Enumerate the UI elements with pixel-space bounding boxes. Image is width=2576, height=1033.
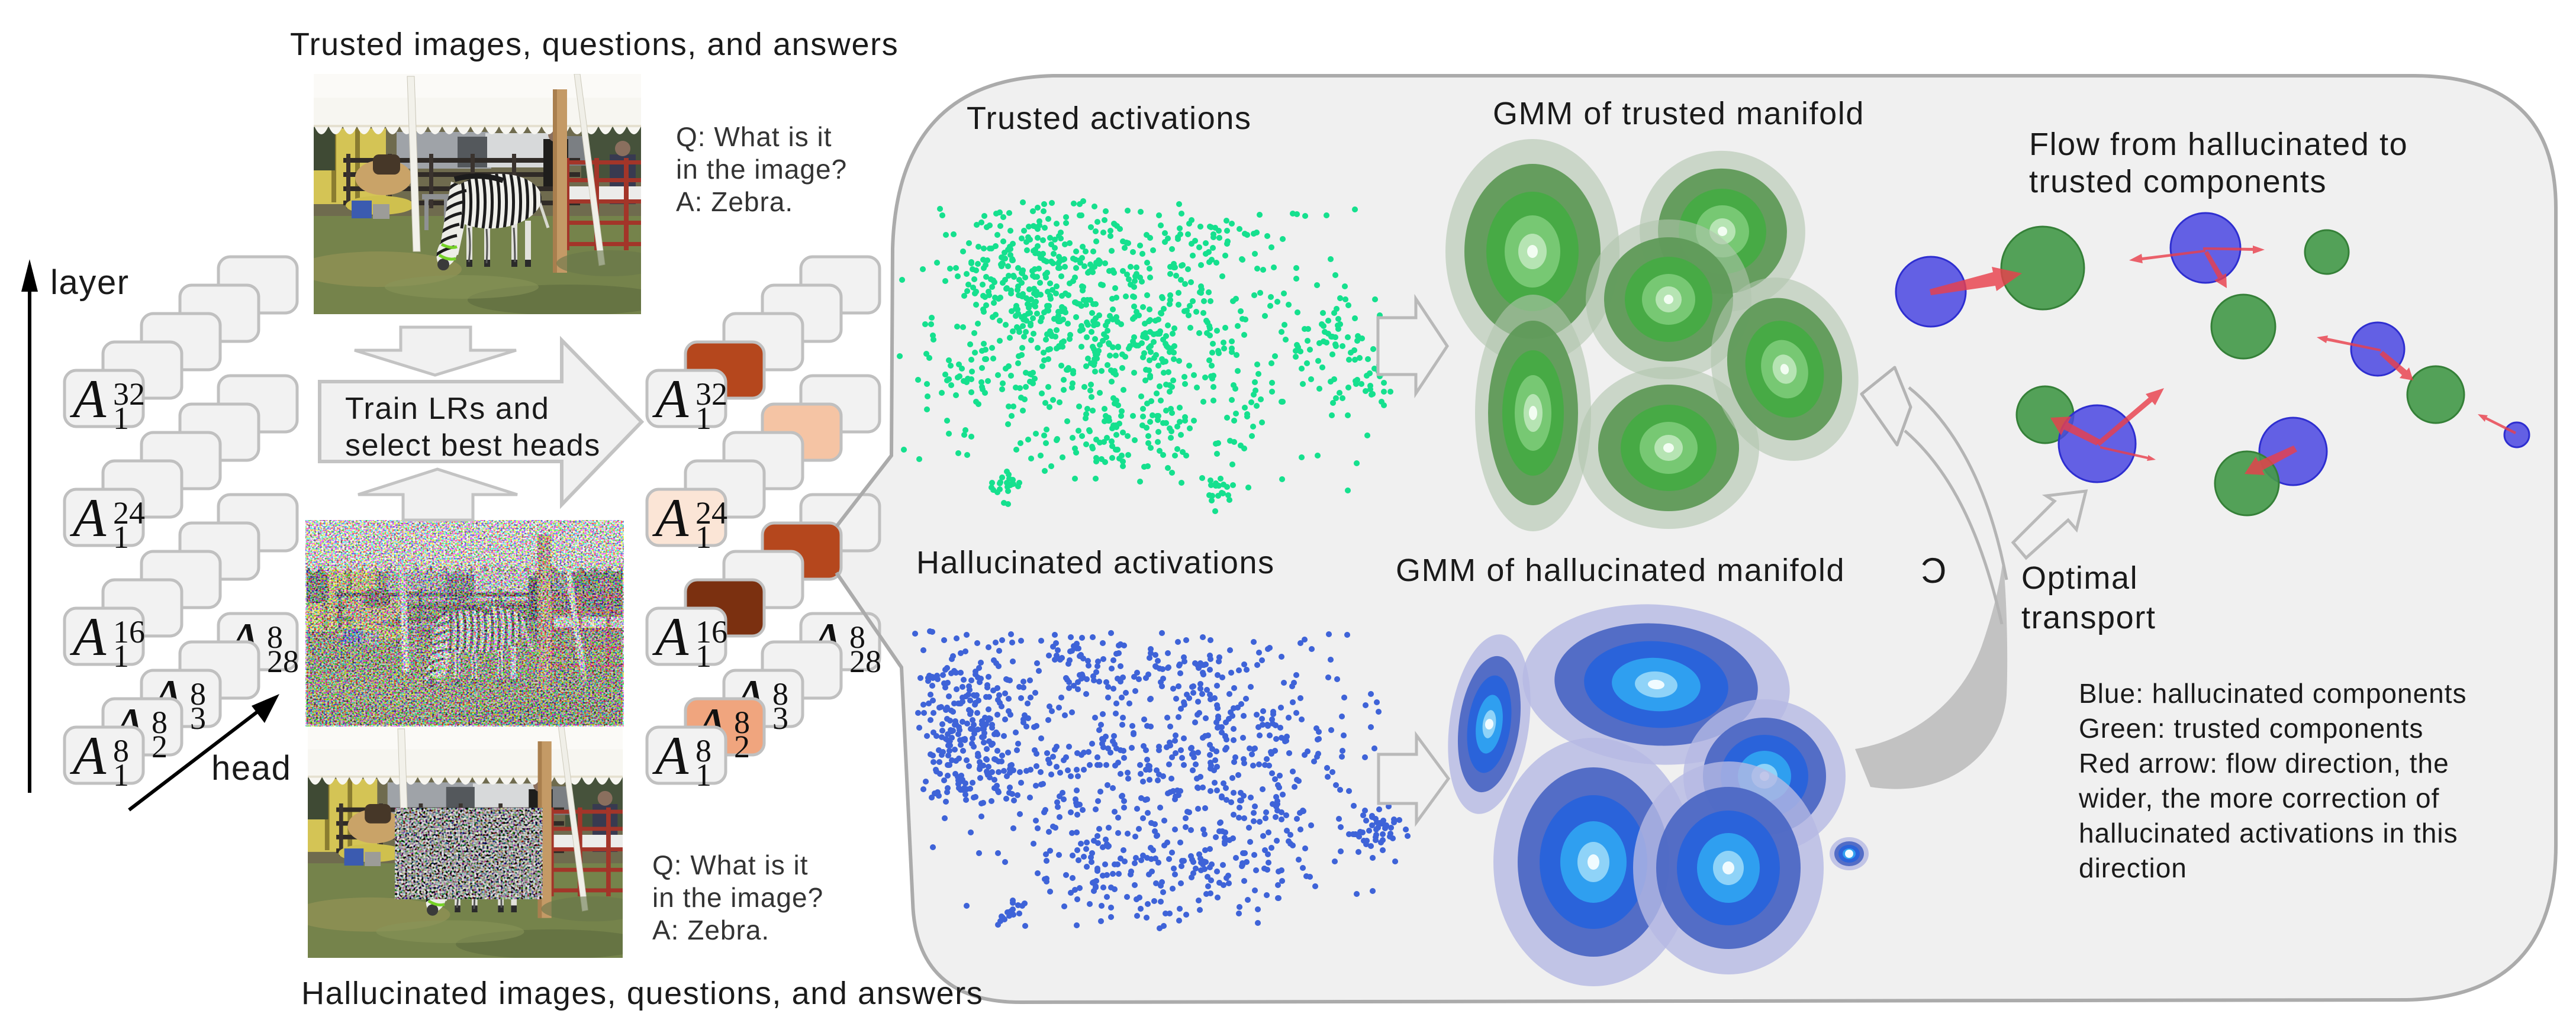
svg-text:3: 3 — [190, 700, 206, 736]
svg-text:transport: transport — [2021, 600, 2156, 635]
svg-text:2: 2 — [734, 729, 750, 764]
svg-text:Hallucinated images, questions: Hallucinated images, questions, and answ… — [301, 976, 983, 1011]
svg-text:Green: trusted components: Green: trusted components — [2079, 713, 2423, 744]
svg-text:layer: layer — [50, 263, 130, 302]
svg-text:wider, the more correction of: wider, the more correction of — [2078, 783, 2439, 814]
svg-text:A: A — [652, 606, 689, 667]
svg-text:A: A — [69, 725, 107, 786]
svg-text:2: 2 — [152, 729, 168, 764]
svg-text:1: 1 — [113, 757, 129, 793]
svg-text:1: 1 — [113, 401, 129, 436]
svg-text:A: A — [69, 488, 107, 548]
svg-text:A: A — [69, 606, 107, 667]
svg-text:Train LRs and: Train LRs and — [345, 392, 549, 426]
svg-text:GMM of trusted manifold: GMM of trusted manifold — [1493, 96, 1865, 131]
svg-text:1: 1 — [695, 638, 711, 674]
svg-text:A: A — [652, 725, 689, 786]
svg-text:8: 8 — [734, 705, 750, 740]
svg-text:direction: direction — [2079, 853, 2187, 883]
svg-text:Ɔ: Ɔ — [1921, 551, 1947, 590]
svg-text:Trusted images, questions, and: Trusted images, questions, and answers — [290, 27, 899, 62]
svg-text:8: 8 — [113, 733, 129, 769]
svg-text:16: 16 — [695, 614, 727, 650]
svg-text:8: 8 — [152, 705, 168, 740]
svg-text:24: 24 — [695, 495, 727, 531]
svg-text:3: 3 — [772, 700, 788, 736]
svg-text:A: A — [652, 488, 689, 548]
svg-text:32: 32 — [695, 376, 727, 412]
svg-text:32: 32 — [113, 376, 145, 412]
svg-text:8: 8 — [267, 619, 283, 655]
svg-text:head: head — [211, 749, 291, 787]
svg-text:Red arrow: flow direction, the: Red arrow: flow direction, the — [2079, 748, 2449, 779]
svg-text:hallucinated activations in th: hallucinated activations in this — [2079, 818, 2458, 848]
svg-text:16: 16 — [113, 614, 145, 650]
svg-text:1: 1 — [113, 638, 129, 674]
svg-text:in the image?: in the image? — [652, 882, 823, 913]
svg-text:A: Zebra.: A: Zebra. — [676, 186, 793, 217]
svg-text:Q: What is it: Q: What is it — [652, 850, 808, 880]
svg-text:24: 24 — [113, 495, 145, 531]
svg-text:GMM of hallucinated manifold: GMM of hallucinated manifold — [1396, 553, 1845, 588]
svg-text:8: 8 — [772, 676, 788, 712]
svg-text:A: A — [652, 369, 689, 429]
svg-text:8: 8 — [190, 676, 206, 712]
svg-text:Optimal: Optimal — [2021, 560, 2138, 596]
svg-text:28: 28 — [849, 644, 881, 679]
svg-text:select best heads: select best heads — [345, 428, 601, 463]
svg-text:28: 28 — [267, 644, 299, 679]
svg-text:1: 1 — [113, 519, 129, 555]
svg-text:trusted components: trusted components — [2029, 164, 2327, 199]
svg-text:8: 8 — [695, 733, 711, 769]
svg-text:Blue: hallucinated components: Blue: hallucinated components — [2079, 678, 2467, 709]
svg-text:A: A — [69, 369, 107, 429]
svg-text:in the image?: in the image? — [676, 154, 847, 185]
svg-text:Hallucinated activations: Hallucinated activations — [916, 545, 1275, 580]
svg-text:Flow from hallucinated to: Flow from hallucinated to — [2029, 127, 2408, 162]
svg-text:1: 1 — [695, 757, 711, 793]
svg-text:A: Zebra.: A: Zebra. — [652, 915, 769, 945]
svg-text:Q: What is it: Q: What is it — [676, 121, 832, 152]
svg-text:1: 1 — [695, 519, 711, 555]
svg-text:8: 8 — [849, 619, 865, 655]
svg-text:Trusted activations: Trusted activations — [967, 101, 1252, 136]
svg-text:1: 1 — [695, 401, 711, 436]
